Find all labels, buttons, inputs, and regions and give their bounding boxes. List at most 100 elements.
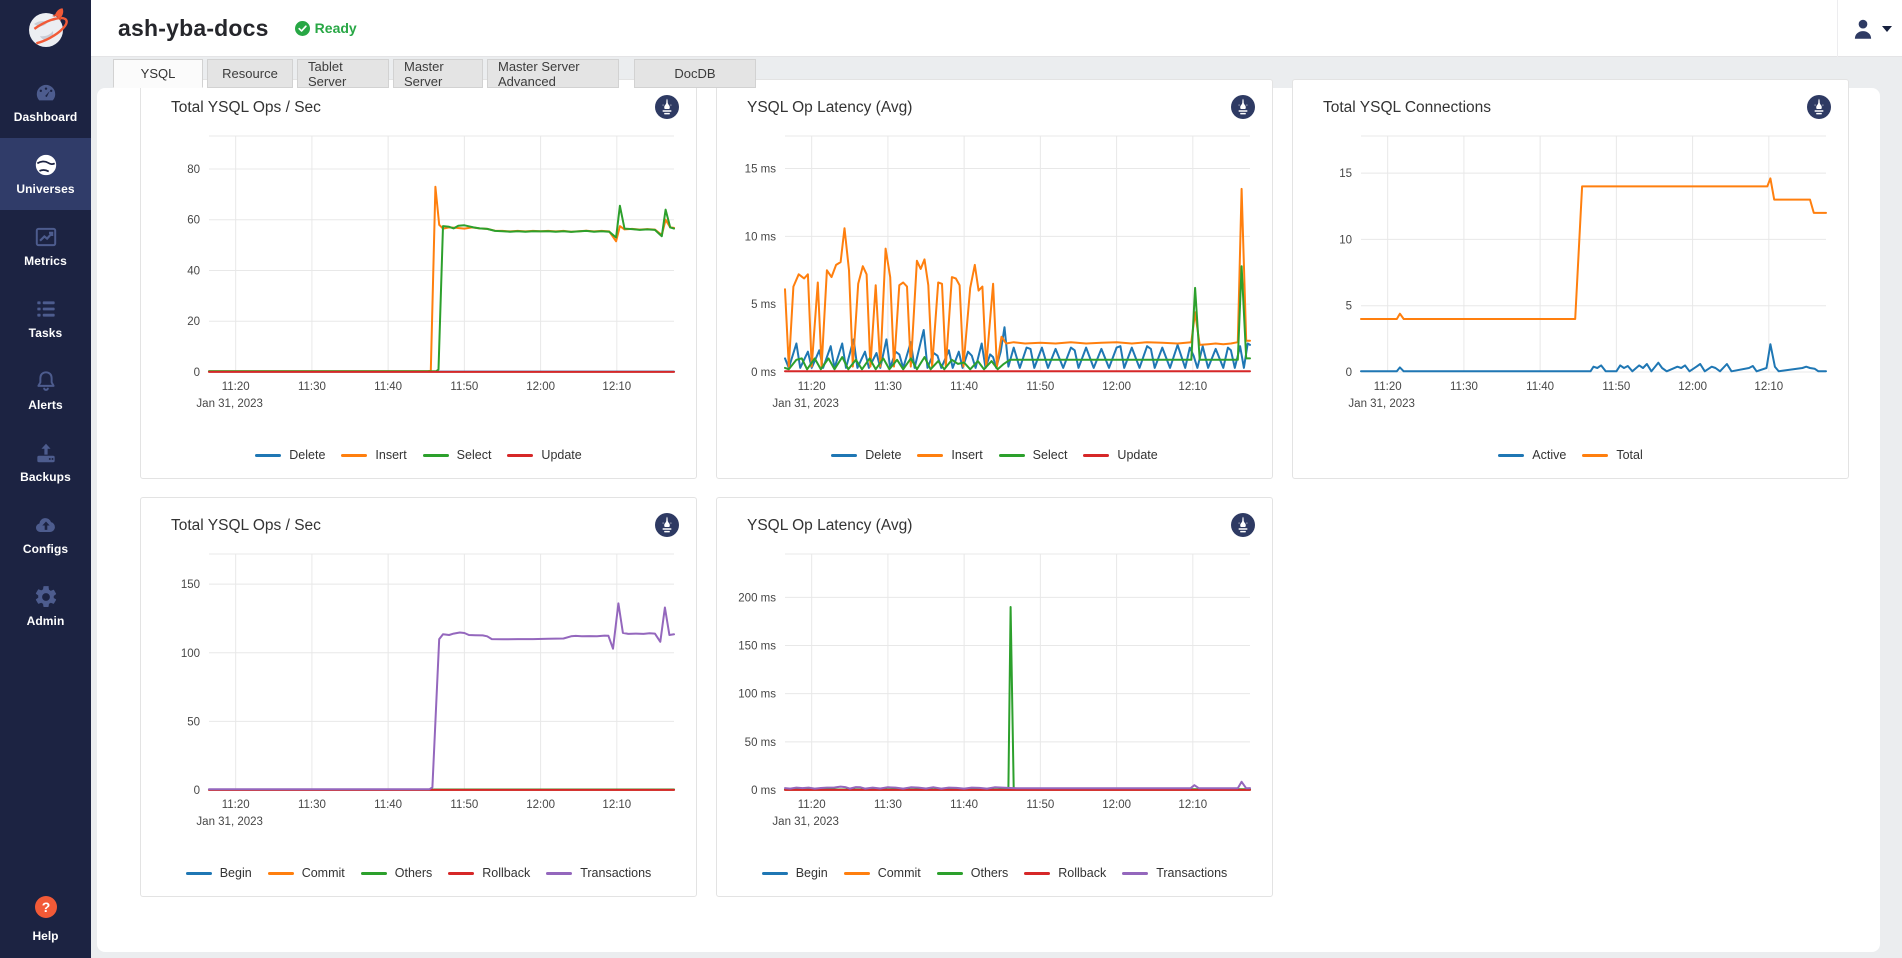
user-menu-button[interactable]: [1850, 16, 1894, 42]
legend-label: Total: [1616, 448, 1642, 462]
prometheus-icon[interactable]: [1230, 512, 1256, 538]
sidebar-item-alerts[interactable]: Alerts: [0, 354, 91, 426]
legend-swatch: [546, 872, 572, 875]
chart-card: Total YSQL Connections05101511:2011:3011…: [1292, 79, 1849, 479]
series-line-insert: [785, 189, 1250, 367]
chevron-down-icon: [1882, 26, 1892, 32]
tab-resource[interactable]: Resource: [207, 59, 293, 88]
x-tick-label: 11:50: [450, 381, 478, 393]
user-icon: [1850, 16, 1876, 42]
y-tick-label: 0 ms: [751, 367, 776, 379]
chart-title: Total YSQL Ops / Sec: [157, 94, 321, 117]
legend-item-delete[interactable]: Delete: [255, 448, 325, 462]
legend-item-begin[interactable]: Begin: [186, 866, 252, 880]
legend-label: Update: [541, 448, 581, 462]
sidebar-item-label: Configs: [23, 542, 68, 556]
tab-ysql[interactable]: YSQL: [113, 59, 203, 88]
chart-legend: Begin Commit Others Rollback Transactions: [157, 860, 680, 886]
sidebar-item-tasks[interactable]: Tasks: [0, 282, 91, 354]
sidebar-item-configs[interactable]: Configs: [0, 498, 91, 570]
prometheus-icon[interactable]: [654, 512, 680, 538]
y-tick-label: 15 ms: [745, 164, 777, 176]
tab-docdb[interactable]: DocDB: [634, 59, 756, 88]
x-tick-label: 11:50: [1602, 381, 1630, 393]
legend-item-active[interactable]: Active: [1498, 448, 1566, 462]
metrics-icon: [33, 224, 59, 250]
y-tick-label: 200 ms: [738, 592, 776, 604]
yugabyte-logo[interactable]: [0, 0, 91, 57]
chart-plot: 02040608011:2011:3011:4011:5012:0012:10J…: [157, 128, 682, 420]
tasks-icon: [33, 296, 59, 322]
legend-swatch: [361, 872, 387, 875]
series-line-transactions: [209, 603, 674, 789]
sidebar-item-label: Tasks: [29, 326, 63, 340]
legend-item-rollback[interactable]: Rollback: [1024, 866, 1106, 880]
legend-item-rollback[interactable]: Rollback: [448, 866, 530, 880]
prometheus-icon[interactable]: [1806, 94, 1832, 120]
prometheus-icon[interactable]: [654, 94, 680, 120]
y-tick-label: 60: [187, 215, 200, 227]
legend-item-others[interactable]: Others: [937, 866, 1009, 880]
series-line-total: [1361, 178, 1826, 319]
sidebar-item-metrics[interactable]: Metrics: [0, 210, 91, 282]
legend-label: Transactions: [1156, 866, 1227, 880]
alerts-icon: [33, 368, 59, 394]
tab-master-server-advanced[interactable]: Master Server Advanced: [487, 59, 619, 88]
legend-item-others[interactable]: Others: [361, 866, 433, 880]
legend-item-insert[interactable]: Insert: [917, 448, 982, 462]
y-tick-label: 40: [187, 265, 200, 277]
y-tick-label: 100: [181, 648, 200, 660]
legend-label: Delete: [865, 448, 901, 462]
sidebar-item-universes[interactable]: Universes: [0, 138, 91, 210]
legend-swatch: [999, 454, 1025, 457]
legend-item-commit[interactable]: Commit: [268, 866, 345, 880]
legend-item-transactions[interactable]: Transactions: [546, 866, 651, 880]
sidebar-item-dashboard[interactable]: Dashboard: [0, 66, 91, 138]
legend-item-insert[interactable]: Insert: [341, 448, 406, 462]
chart-title: Total YSQL Ops / Sec: [157, 512, 321, 535]
legend-item-transactions[interactable]: Transactions: [1122, 866, 1227, 880]
sidebar-item-label: Admin: [27, 614, 65, 628]
legend-item-delete[interactable]: Delete: [831, 448, 901, 462]
legend-swatch: [1024, 872, 1050, 875]
series-line-active: [1361, 344, 1826, 371]
legend-item-select[interactable]: Select: [423, 448, 492, 462]
tab-tablet-server[interactable]: Tablet Server: [297, 59, 389, 88]
legend-label: Select: [1033, 448, 1068, 462]
legend-item-update[interactable]: Update: [1083, 448, 1157, 462]
chart-plot: 05010015011:2011:3011:4011:5012:0012:10J…: [157, 546, 682, 838]
tab-master-server[interactable]: Master Server: [393, 59, 483, 88]
legend-swatch: [1498, 454, 1524, 457]
legend-item-begin[interactable]: Begin: [762, 866, 828, 880]
legend-label: Insert: [375, 448, 406, 462]
x-tick-label: 12:10: [1754, 381, 1783, 393]
y-tick-label: 5: [1346, 301, 1352, 313]
legend-item-total[interactable]: Total: [1582, 448, 1642, 462]
sidebar-item-admin[interactable]: Admin: [0, 570, 91, 642]
admin-icon: [33, 584, 59, 610]
legend-item-select[interactable]: Select: [999, 448, 1068, 462]
x-tick-label: 11:40: [1526, 381, 1554, 393]
x-tick-label: 12:00: [1102, 381, 1131, 393]
sidebar-item-backups[interactable]: Backups: [0, 426, 91, 498]
status-label: Ready: [315, 20, 357, 36]
chart-legend: Delete Insert Select Update: [157, 442, 680, 468]
legend-swatch: [268, 872, 294, 875]
legend-label: Others: [971, 866, 1009, 880]
y-tick-label: 0: [194, 785, 200, 797]
legend-swatch: [831, 454, 857, 457]
legend-item-update[interactable]: Update: [507, 448, 581, 462]
sidebar-item-label: Backups: [20, 470, 71, 484]
prometheus-icon[interactable]: [1230, 94, 1256, 120]
chart-title: Total YSQL Connections: [1309, 94, 1491, 117]
x-tick-label: 11:50: [1026, 381, 1054, 393]
sidebar-item-help[interactable]: ? Help: [0, 886, 91, 950]
sidebar-item-label: Help: [32, 929, 58, 943]
x-tick-label: 11:20: [798, 381, 826, 393]
legend-label: Commit: [878, 866, 921, 880]
legend-item-commit[interactable]: Commit: [844, 866, 921, 880]
legend-swatch: [1582, 454, 1608, 457]
x-axis-date-label: Jan 31, 2023: [196, 398, 263, 410]
legend-swatch: [762, 872, 788, 875]
legend-label: Commit: [302, 866, 345, 880]
